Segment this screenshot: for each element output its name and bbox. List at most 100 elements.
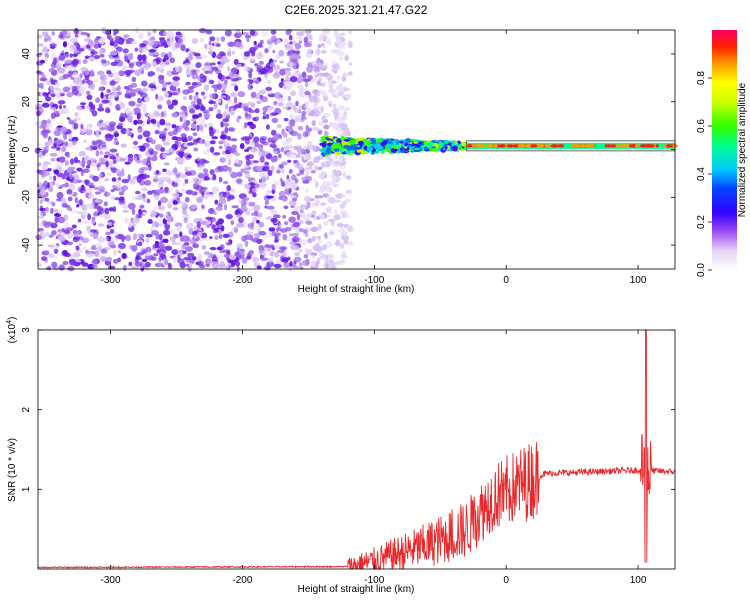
spectrogram-noise-cell: [258, 146, 264, 152]
spectrogram-noise-cell: [88, 101, 94, 108]
spectrogram-noise-cell: [294, 42, 302, 50]
spectrogram-noise-cell: [174, 42, 180, 49]
spectrogram-noise-cell: [204, 140, 211, 148]
spectrogram-noise-cell: [270, 217, 278, 223]
spectrogram-noise-cell: [316, 235, 321, 240]
spectrogram-noise-cell: [285, 29, 292, 36]
spectrogram-noise-cell: [256, 165, 264, 172]
spectrogram-noise-cell: [272, 252, 281, 259]
spectrogram-noise-cell: [303, 104, 310, 109]
spectrogram-noise-cell: [255, 116, 260, 121]
spectrogram-noise-cell: [157, 43, 163, 48]
spectrogram-noise-cell: [249, 29, 256, 36]
spectrogram-noise-cell: [152, 60, 157, 68]
spectrogram-noise-cell: [246, 38, 250, 43]
spectrogram-noise-cell: [146, 198, 151, 204]
spectrogram-noise-cell: [198, 253, 202, 260]
spectrogram-noise-cell: [172, 256, 178, 264]
spectrogram-noise-cell: [148, 49, 156, 53]
spectrogram-noise-cell: [131, 40, 138, 45]
spectrogram-noise-cell: [86, 80, 94, 85]
spectrogram-noise-cell: [153, 51, 159, 56]
spectrogram-noise-cell: [115, 152, 119, 157]
spectrogram-noise-cell: [84, 55, 90, 60]
spectrogram-noise-cell: [298, 228, 305, 233]
spectrogram-noise-cell: [332, 94, 339, 98]
spectrogram-noise-cell: [174, 242, 181, 246]
spectrogram-noise-cell: [77, 105, 81, 110]
spectrogram-noise-cell: [136, 119, 143, 125]
spectrogram-noise-cell: [163, 229, 171, 236]
spectrogram-noise-cell: [133, 107, 141, 113]
spectrogram-noise-cell: [337, 228, 345, 233]
spectrogram-noise-cell: [116, 141, 119, 146]
spectrogram-noise-cell: [271, 144, 277, 149]
spectrogram-signal-cell: [394, 138, 399, 143]
spectrogram-noise-cell: [138, 153, 142, 159]
spectrogram-noise-cell: [253, 210, 259, 217]
spectrogram-noise-cell: [286, 151, 291, 158]
spectrogram-noise-cell: [119, 116, 126, 122]
spectrogram-noise-cell: [170, 229, 175, 236]
spectrogram-noise-cell: [348, 30, 352, 35]
spectrogram-noise-cell: [181, 188, 186, 194]
spectrogram-noise-cell: [185, 223, 194, 230]
spectrogram-noise-cell: [187, 252, 195, 258]
spectrogram-noise-cell: [94, 250, 100, 258]
spectrogram-noise-cell: [53, 169, 60, 174]
spectrogram-noise-cell: [162, 58, 166, 62]
spectrogram-noise-cell: [93, 211, 99, 217]
spectrogram-noise-cell: [291, 232, 299, 238]
y-tick-label: 0: [21, 146, 32, 152]
spectrogram-noise-cell: [217, 72, 223, 80]
spectrogram-noise-cell: [285, 44, 294, 51]
spectrogram-noise-cell: [261, 252, 268, 256]
spectrogram-noise-cell: [98, 37, 106, 45]
spectrogram-noise-cell: [327, 263, 336, 271]
spectrogram-noise-cell: [262, 115, 267, 120]
spectrogram-noise-cell: [74, 34, 79, 38]
spectrogram-noise-cell: [247, 207, 255, 212]
spectrogram-noise-cell: [317, 166, 323, 171]
spectrogram-noise-cell: [142, 60, 147, 64]
spectrogram-signal-cell: [412, 143, 419, 147]
spectrogram-noise-cell: [289, 61, 294, 67]
spectrogram-noise-cell: [37, 162, 42, 167]
spectrogram-noise-cell: [56, 191, 64, 199]
spectrogram-noise-cell: [163, 128, 168, 132]
spectrogram-noise-cell: [201, 139, 206, 144]
spectrogram-noise-cell: [227, 262, 232, 266]
spectrogram-line-peak: [634, 144, 638, 148]
spectrogram-noise-cell: [269, 244, 275, 249]
spectrogram-noise-cell: [212, 66, 219, 71]
spectrogram-noise-cell: [213, 210, 217, 215]
spectrogram-noise-cell: [312, 178, 317, 182]
spectrogram-noise-cell: [301, 110, 307, 116]
spectrogram-noise-cell: [190, 118, 197, 122]
spectrogram-noise-cell: [246, 101, 255, 106]
spectrogram-noise-cell: [219, 250, 225, 254]
spectrogram-noise-cell: [247, 83, 253, 91]
spectrogram-noise-cell: [104, 207, 110, 215]
spectrogram-noise-cell: [305, 52, 313, 59]
spectrogram-noise-cell: [312, 126, 320, 131]
spectrogram-noise-cell: [160, 63, 165, 71]
spectrogram-noise-cell: [69, 37, 78, 44]
spectrogram-noise-cell: [224, 79, 228, 85]
spectrogram-noise-cell: [40, 91, 44, 98]
spectrogram-noise-cell: [305, 187, 309, 194]
spectrogram-noise-cell: [293, 221, 300, 228]
spectrogram-noise-cell: [264, 265, 271, 271]
spectrogram-noise-cell: [193, 121, 197, 125]
spectrogram-noise-cell: [39, 77, 48, 82]
spectrogram-signal-cell: [369, 137, 376, 142]
spectrogram-noise-cell: [305, 175, 313, 182]
spectrogram-noise-cell: [112, 71, 120, 79]
spectrogram-noise-cell: [98, 157, 105, 163]
spectrogram-noise-cell: [205, 258, 212, 265]
spectrogram-signal-cell: [418, 142, 422, 145]
spectrogram-noise-cell: [324, 232, 328, 239]
spectrogram-noise-cell: [289, 119, 296, 126]
spectrogram-noise-cell: [45, 221, 53, 225]
spectrogram-noise-cell: [237, 115, 242, 119]
